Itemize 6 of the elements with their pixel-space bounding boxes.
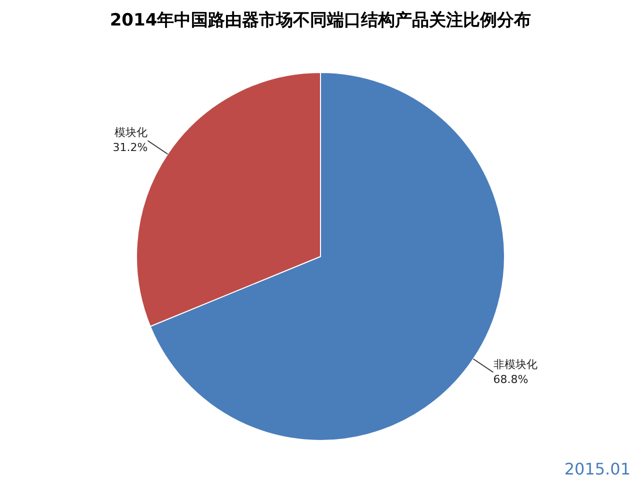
slice-label: 模块化 xyxy=(114,126,148,140)
data-label: 68.8% xyxy=(493,372,528,386)
chart-title: 2014年中国路由器市场不同端口结构产品关注比例分布 xyxy=(110,10,532,30)
data-label: 31.2% xyxy=(112,141,148,154)
text: 2015.01 xyxy=(564,460,631,478)
slice-label: 非模块化 xyxy=(493,358,538,371)
